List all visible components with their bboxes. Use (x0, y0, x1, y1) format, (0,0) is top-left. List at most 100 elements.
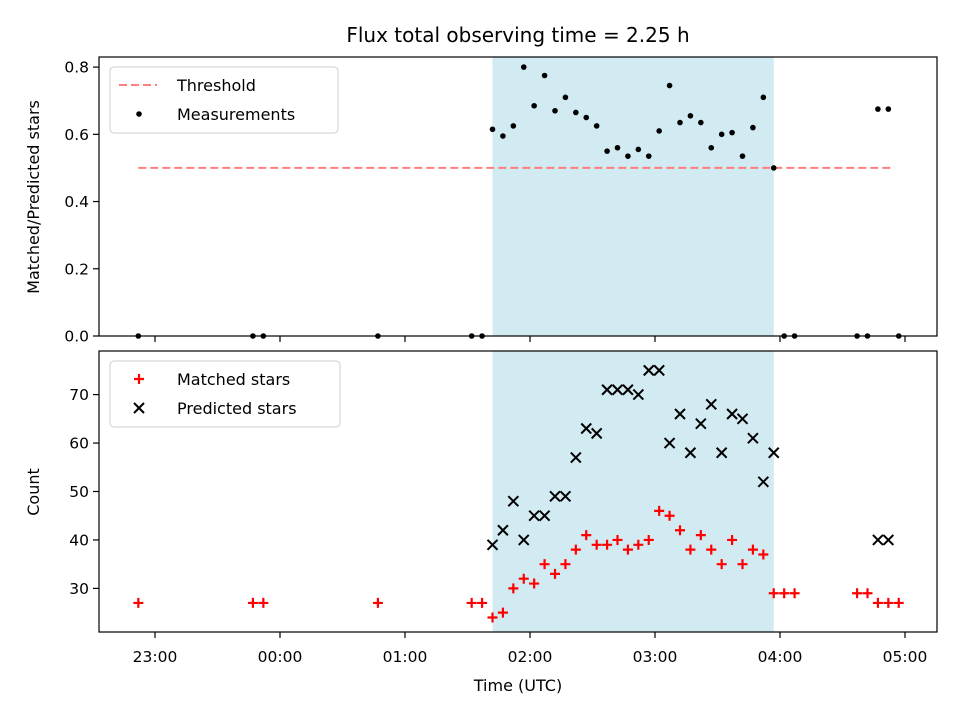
bottom-matched-stars-point (758, 549, 769, 560)
bottom-predicted-stars-point (549, 490, 561, 503)
bottom-matched-stars-point (602, 539, 613, 550)
bottom-matched-stars-point (508, 583, 519, 594)
bottom-predicted-stars-point (486, 539, 499, 551)
top-measurements-point (760, 94, 767, 101)
x-tick-label: 04:00 (758, 648, 803, 666)
x-axis-label: Time (UTC) (473, 676, 562, 695)
bottom-legend-label: Predicted stars (177, 399, 297, 418)
bottom-matched-stars-point (716, 559, 727, 570)
bottom-predicted-stars-point (497, 524, 509, 536)
top-measurements-point (562, 94, 569, 101)
top-observing-window (492, 57, 774, 336)
bottom-predicted-stars-point (663, 437, 676, 449)
bottom-matched-stars-point (872, 597, 883, 608)
bottom-predicted-stars-point (528, 510, 540, 522)
bottom-predicted-stars-point (518, 534, 530, 546)
top-measurements-point (635, 146, 642, 153)
top-measurements-point (698, 119, 704, 126)
bottom-predicted-stars-point (674, 408, 686, 420)
bottom-predicted-stars-point (715, 447, 728, 459)
legend-predicted-swatch (133, 402, 145, 414)
legend-measurements-swatch (136, 111, 142, 117)
bottom-matched-stars-point (779, 588, 790, 599)
bottom-matched-stars-point (706, 544, 717, 555)
bottom-y-tick-label: 60 (69, 435, 89, 453)
top-legend-label: Measurements (177, 105, 295, 124)
top-measurements-point (604, 148, 610, 154)
bottom-y-tick-label: 70 (69, 386, 89, 404)
bottom-predicted-stars-point (726, 408, 738, 420)
top-measurements-point (875, 106, 881, 112)
legend-matched-swatch (134, 374, 144, 384)
bottom-matched-stars-point (560, 559, 571, 570)
x-tick-label: 02:00 (508, 648, 553, 666)
bottom-predicted-stars-point (570, 451, 582, 464)
bottom-predicted-stars-point (601, 384, 613, 396)
top-measurements-point (656, 128, 662, 134)
top-measurements-point (645, 153, 652, 159)
bottom-matched-stars-point (737, 559, 748, 570)
top-measurements-point (770, 165, 777, 171)
top-measurements-point (541, 72, 548, 79)
bottom-predicted-stars-point (757, 476, 770, 488)
bottom-predicted-stars-point (643, 364, 655, 377)
bottom-predicted-stars-point (882, 534, 895, 546)
bottom-matched-stars-point (570, 544, 581, 555)
bottom-predicted-stars-point (768, 447, 780, 459)
bottom-matched-stars-point (695, 530, 706, 541)
top-legend-box (109, 66, 339, 134)
bottom-matched-stars-point (591, 539, 602, 550)
bottom-predicted-stars-point (872, 534, 884, 546)
bottom-predicted-stars-point (559, 490, 572, 503)
bottom-matched-stars-point (487, 612, 498, 623)
x-tick-label: 03:00 (633, 648, 678, 666)
bottom-matched-stars-point (539, 559, 550, 570)
top-measurements-point (718, 131, 725, 138)
bottom-matched-stars-point (612, 534, 623, 545)
x-tick-label: 23:00 (133, 648, 178, 666)
bottom-matched-stars-point (247, 597, 258, 608)
bottom-legend-label: Matched stars (177, 370, 290, 389)
bottom-predicted-stars-point (705, 398, 717, 411)
bottom-matched-stars-point (477, 597, 488, 608)
bottom-matched-stars-point (727, 534, 738, 545)
bottom-legend: Matched stars Predicted stars (109, 360, 341, 428)
bottom-matched-stars-point (675, 525, 685, 536)
bottom-matched-stars-point (883, 597, 894, 608)
bottom-predicted-stars-point (747, 432, 759, 444)
bottom-matched-stars-point (518, 573, 529, 584)
bottom-predicted-stars-point (622, 384, 634, 396)
top-measurements-point (573, 109, 579, 116)
top-measurements-point (500, 133, 506, 139)
bottom-matched-stars-point (852, 588, 863, 599)
x-tick-label: 01:00 (383, 648, 428, 666)
bottom-matched-stars-point (747, 544, 758, 555)
top-measurements-point (552, 107, 558, 114)
bottom-predicted-stars-point (684, 447, 697, 459)
bottom-predicted-stars-point (736, 413, 749, 425)
bottom-observing-window (492, 351, 774, 632)
top-legend: Threshold Measurements (109, 66, 339, 134)
top-measurements-point (708, 144, 715, 151)
bottom-matched-stars-point (654, 505, 665, 516)
top-measurements-point (614, 144, 621, 151)
top-measurements-point (687, 113, 694, 119)
bottom-matched-stars-point (497, 607, 508, 618)
top-y-tick-label: 0.0 (64, 328, 89, 346)
top-measurements-point (593, 123, 600, 129)
x-tick-label: 00:00 (258, 648, 303, 666)
bottom-legend-box (109, 360, 341, 428)
bottom-matched-stars-point (133, 597, 144, 608)
bottom-predicted-stars-point (507, 495, 520, 507)
bottom-predicted-stars-point (538, 510, 551, 522)
bottom-matched-stars-point (550, 568, 560, 579)
top-measurements-point (520, 64, 527, 70)
top-measurements-point (583, 114, 590, 121)
bottom-y-axis-label: Count (24, 468, 43, 516)
bottom-matched-stars-point (789, 588, 800, 599)
bottom-matched-stars-point (862, 588, 873, 599)
top-measurements-point (729, 129, 735, 136)
bottom-matched-stars-point (685, 544, 696, 555)
top-legend-label: Threshold (176, 76, 256, 95)
figure-title: Flux total observing time = 2.25 h (346, 23, 689, 47)
